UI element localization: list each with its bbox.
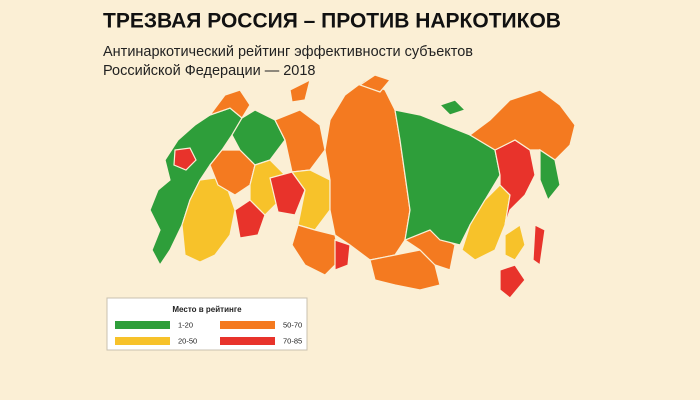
region: [173, 147, 197, 171]
legend-items: 1-20 50-70 20-50 70-85: [115, 320, 302, 345]
region: [269, 171, 306, 216]
region: [290, 169, 331, 231]
map: [149, 74, 576, 299]
region: [468, 89, 576, 161]
region: [539, 148, 561, 202]
region: [334, 239, 351, 271]
region: [504, 224, 526, 261]
title: ТРЕЗВАЯ РОССИЯ – ПРОТИВ НАРКОТИКОВ: [103, 10, 561, 33]
island: [438, 99, 467, 116]
region: [369, 249, 441, 291]
legend: Место в рейтинге 1-20 50-70 20-50 70-85: [106, 297, 308, 351]
legend-label: 1-20: [178, 320, 193, 329]
region: [532, 224, 546, 267]
legend-swatch: [115, 321, 170, 329]
legend-swatch: [220, 337, 275, 345]
subtitle-line: Российской Федерации — 2018: [103, 63, 316, 79]
legend-swatch: [220, 321, 275, 329]
subtitle-line: Антинаркотический рейтинг эффективности …: [103, 44, 473, 60]
island: [289, 78, 311, 103]
region: [499, 264, 526, 299]
region: [208, 89, 251, 119]
region: [234, 199, 266, 239]
region: [274, 109, 326, 173]
legend-swatch: [115, 337, 170, 345]
region: [394, 109, 501, 246]
legend-title: Место в рейтинге: [172, 305, 242, 314]
island: [358, 74, 392, 93]
legend-label: 70-85: [283, 336, 302, 345]
legend-label: 20-50: [178, 336, 197, 345]
region: [291, 224, 341, 276]
legend-label: 50-70: [283, 320, 302, 329]
